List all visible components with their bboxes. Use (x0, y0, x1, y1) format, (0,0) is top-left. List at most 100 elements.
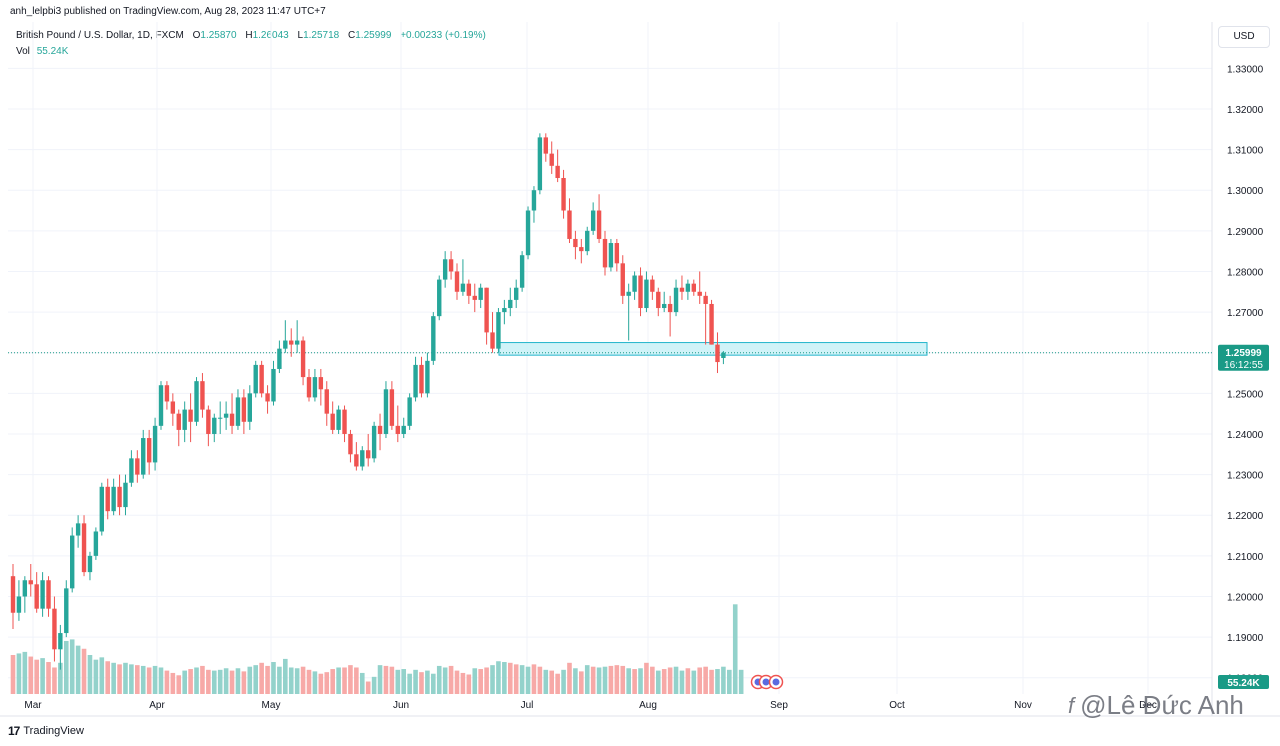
candle-body (111, 486, 116, 512)
y-tick-label: 1.31000 (1227, 146, 1264, 157)
candle (442, 251, 448, 288)
candle-body (590, 210, 596, 231)
volume-bar (324, 672, 330, 694)
volume-bar (140, 665, 146, 694)
candle-body (360, 450, 365, 467)
candle-body (277, 348, 282, 369)
candle (673, 279, 679, 317)
candle-body (46, 580, 51, 609)
volume-bar (69, 639, 75, 694)
y-tick-label: 1.21000 (1227, 552, 1264, 563)
volume-bar (135, 665, 140, 694)
candle (158, 381, 164, 430)
candle (28, 563, 33, 597)
candle-body (87, 555, 93, 573)
x-tick-label: May (262, 700, 281, 711)
candle (502, 299, 507, 325)
candle-body (460, 283, 466, 292)
volume-bar (158, 667, 164, 694)
candle-body (22, 580, 28, 597)
candle-body (117, 486, 122, 508)
candle (573, 230, 578, 260)
volume-bar (555, 673, 560, 694)
candle-body (99, 486, 104, 532)
candle (348, 429, 353, 463)
volume-bar (152, 665, 158, 694)
candle (366, 433, 371, 467)
candle-body (448, 259, 454, 272)
x-tick-label: Jun (393, 700, 409, 711)
candle-body (685, 283, 691, 292)
candle (265, 385, 270, 414)
volume-bar (460, 672, 466, 694)
volume-bar (247, 666, 253, 694)
volume-bar (614, 665, 620, 694)
candle-body (679, 287, 685, 292)
candle-body (129, 458, 134, 483)
candle (312, 368, 318, 402)
candle (22, 576, 28, 613)
candle-body (519, 255, 525, 288)
economic-event-markers (750, 674, 784, 690)
volume-bar (448, 665, 454, 694)
volume-bar (389, 666, 395, 694)
candle-body (573, 238, 578, 248)
candle-body (371, 425, 377, 459)
candle (289, 328, 294, 357)
volume-bar (679, 670, 685, 694)
change-value: +0.00233 (+0.19%) (400, 30, 486, 41)
candle-body (508, 299, 513, 309)
candle-body (170, 401, 176, 414)
candle-body (294, 340, 300, 345)
candle-body (496, 312, 501, 349)
x-tick-label: Aug (639, 700, 657, 711)
volume-bar (365, 681, 371, 694)
volume-bar (442, 667, 448, 694)
candle (194, 377, 199, 426)
candle-body (105, 486, 110, 512)
volume-bar (294, 668, 300, 694)
volume-value: 55.24K (36, 46, 69, 57)
candle (277, 340, 282, 374)
volume-bar (40, 658, 45, 694)
candle (223, 401, 229, 430)
x-tick-label: Jul (521, 700, 534, 711)
volume-bar (377, 665, 383, 694)
currency-button[interactable]: USD (1218, 26, 1270, 48)
volume-bar (650, 666, 655, 694)
candle-body (472, 295, 477, 300)
candle-body (531, 190, 537, 211)
candle-body (182, 409, 187, 430)
candle-body (602, 238, 608, 268)
candle-body (537, 137, 543, 191)
candle (460, 259, 466, 296)
candle-body (283, 340, 288, 349)
candle (472, 283, 477, 313)
tradingview-logo[interactable]: 17 TradingView (8, 724, 84, 738)
volume-bar (721, 666, 726, 694)
candle (525, 206, 531, 260)
volume-bar (632, 669, 637, 694)
candle-body (579, 247, 584, 252)
last-price-value: 1.25999 (1225, 348, 1262, 359)
candle (241, 389, 247, 434)
candle (638, 267, 643, 317)
volume-bar (383, 665, 389, 694)
volume-bar (211, 670, 217, 694)
candle (81, 515, 87, 577)
x-tick-label: Oct (889, 700, 905, 711)
x-tick-label: Dec (1139, 700, 1157, 711)
volume-bar (253, 665, 259, 694)
volume-bar (608, 665, 614, 694)
volume-bar (484, 667, 489, 694)
candle-body (407, 397, 412, 426)
volume-bar (602, 666, 608, 694)
candle-body (188, 409, 193, 422)
grid-lines (8, 22, 1212, 694)
volume-bar (336, 667, 341, 694)
candle-body (596, 210, 602, 239)
candle (129, 450, 134, 487)
y-tick-label: 1.23000 (1227, 471, 1264, 482)
volume-bar (283, 658, 288, 694)
